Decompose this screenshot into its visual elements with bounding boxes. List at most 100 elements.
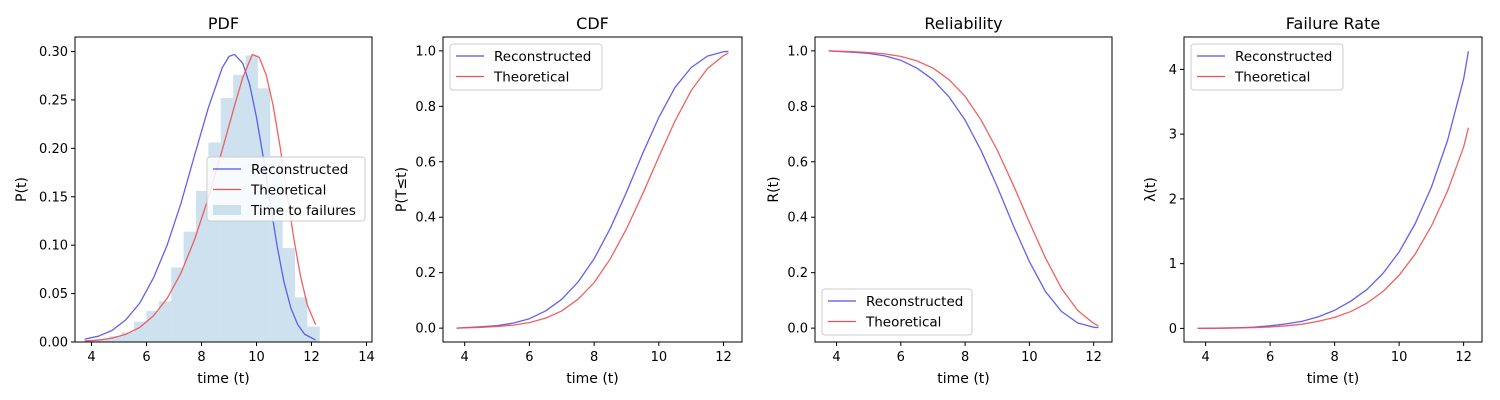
histogram-bar	[158, 301, 172, 342]
y-tick-label: 0.2	[415, 266, 436, 281]
legend-entry: Theoretical	[1234, 70, 1310, 86]
histogram-bar	[196, 190, 209, 342]
y-tick-label: 1.0	[415, 44, 436, 59]
x-axis-label: time (t)	[197, 371, 250, 387]
y-tick-label: 0	[1169, 322, 1177, 337]
x-tick-label: 8	[961, 350, 969, 365]
y-tick-label: 0.8	[415, 100, 436, 115]
plot-frame	[442, 36, 743, 343]
x-axis-label: time (t)	[1307, 371, 1360, 387]
legend: Reconstructed Theoretical	[1190, 43, 1344, 91]
plot-frame	[1183, 36, 1483, 343]
legend-box	[1190, 43, 1344, 91]
histogram-bar	[97, 339, 110, 342]
reconstructed-line	[456, 50, 729, 329]
legend-box	[821, 288, 973, 336]
x-tick-label: 10	[1021, 350, 1038, 365]
histogram-bar	[282, 248, 295, 342]
reconstructed-line	[1197, 51, 1470, 330]
x-tick-label: 12	[1085, 350, 1102, 365]
legend-entry: Theoretical	[250, 183, 326, 199]
x-tick-label: 8	[197, 350, 205, 365]
x-tick-label: 6	[525, 350, 533, 365]
legend-swatch	[213, 205, 241, 215]
histogram-bar	[121, 332, 135, 342]
x-tick-label: 4	[461, 350, 469, 365]
x-tick-label: 12	[715, 350, 732, 365]
y-tick-label: 1.0	[787, 44, 808, 59]
y-tick-label: 0.25	[39, 93, 68, 108]
legend: Reconstructed Theoretical	[449, 43, 603, 91]
reliability-panel: 4 6 8 10 12 0.0 0.2 0.4 0.6 0.8 1.0 Reliability time…	[766, 14, 1113, 387]
y-tick-label: 0.15	[39, 190, 68, 205]
y-tick-label: 0.0	[415, 322, 436, 337]
legend: Reconstructed Theoretical	[821, 288, 973, 336]
chart-title: Failure Rate	[1286, 14, 1380, 33]
x-tick-label: 14	[358, 350, 375, 365]
chart-title: PDF	[208, 14, 239, 33]
legend-box	[449, 43, 603, 91]
x-tick-label: 10	[651, 350, 668, 365]
legend-entry: Reconstructed	[1235, 49, 1332, 65]
theoretical-line	[828, 50, 1099, 327]
y-tick-label: 0.6	[787, 155, 808, 170]
legend-entry: Theoretical	[865, 315, 941, 331]
y-axis-label: R(t)	[766, 176, 782, 202]
chart-title: CDF	[576, 14, 609, 33]
y-tick-label: 0.2	[787, 266, 808, 281]
x-tick-label: 10	[1391, 350, 1408, 365]
histogram-bar	[134, 321, 147, 342]
y-axis-label: P(T≤t)	[394, 167, 410, 212]
plot-frame	[814, 36, 1113, 343]
chart-title: Reliability	[924, 14, 1002, 33]
x-tick-label: 4	[832, 350, 840, 365]
x-tick-label: 12	[303, 350, 320, 365]
y-tick-label: 4	[1169, 63, 1177, 78]
x-tick-label: 10	[248, 350, 265, 365]
x-tick-label: 6	[897, 350, 905, 365]
histogram-bar	[183, 231, 196, 342]
legend-box	[206, 156, 366, 222]
reconstructed-line	[828, 50, 1099, 329]
y-tick-label: 0.05	[39, 287, 68, 302]
x-axis-label: time (t)	[937, 371, 990, 387]
legend-entry: Time to failures	[250, 203, 356, 219]
cdf-panel: 4 6 8 10 12 0.0 0.2 0.4 0.6 0.8 1.0 CDF time (t) P(T≤…	[394, 14, 743, 387]
reconstructed-line	[84, 53, 316, 341]
histogram-bar	[109, 336, 122, 342]
x-tick-label: 12	[1455, 350, 1472, 365]
legend: Reconstructed Theoretical Time to failures	[206, 156, 366, 222]
x-tick-label: 6	[142, 350, 150, 365]
cdf-plot-area	[456, 50, 729, 329]
legend-entry: Reconstructed	[494, 49, 591, 65]
y-tick-label: 0.4	[415, 211, 436, 226]
y-tick-label: 0.30	[39, 45, 68, 60]
histogram-bar	[295, 297, 308, 342]
y-tick-label: 3	[1169, 128, 1177, 143]
legend-entry: Reconstructed	[251, 162, 348, 178]
failure-rate-plot-area	[1197, 51, 1470, 330]
x-tick-label: 8	[1330, 350, 1338, 365]
plot-frame	[74, 36, 373, 343]
y-tick-label: 2	[1169, 192, 1177, 207]
x-tick-label: 4	[1201, 350, 1209, 365]
y-axis-label: λ(t)	[1143, 177, 1159, 202]
y-tick-label: 0.8	[787, 100, 808, 115]
theoretical-line	[456, 52, 729, 329]
y-tick-label: 0.10	[39, 239, 68, 254]
y-tick-label: 1	[1169, 257, 1177, 272]
x-axis-label: time (t)	[566, 371, 619, 387]
y-tick-label: 0.4	[787, 211, 808, 226]
y-tick-label: 0.0	[787, 322, 808, 337]
histogram-bar	[307, 326, 320, 342]
pdf-panel: 4 6 8 10 12 14 0.00 0.05 0.10 0.15 0.20 0.25 0.30 PDF…	[14, 14, 375, 387]
y-tick-label: 0.20	[39, 142, 68, 157]
y-axis-label: P(t)	[14, 177, 30, 202]
theoretical-line	[1197, 127, 1470, 330]
legend-entry: Theoretical	[493, 70, 569, 86]
x-tick-label: 4	[87, 350, 95, 365]
y-tick-label: 0.6	[415, 155, 436, 170]
x-tick-label: 8	[590, 350, 598, 365]
